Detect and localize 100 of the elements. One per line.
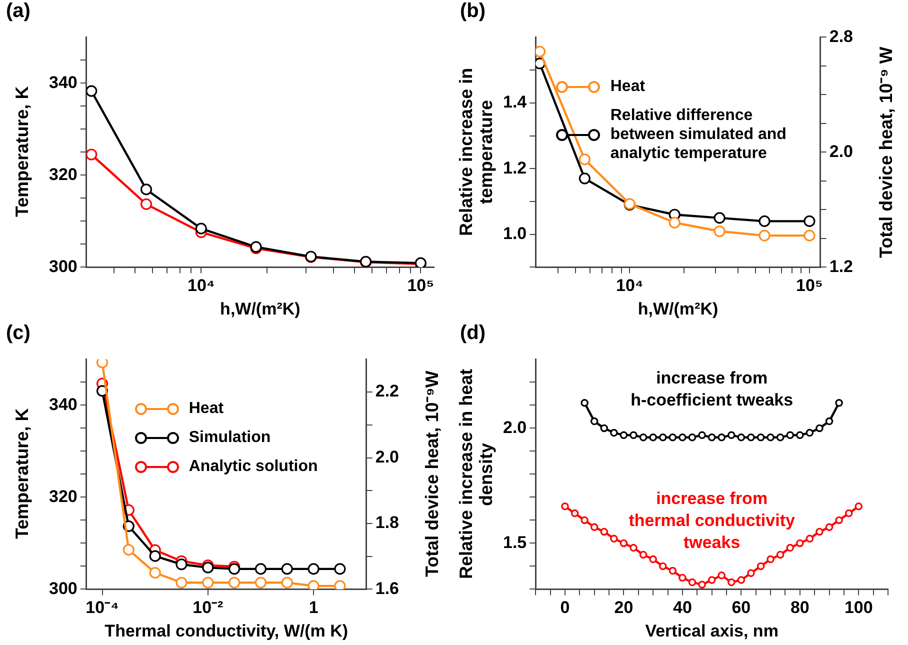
y-axis-title: Relative increase in temperature xyxy=(455,67,497,238)
point xyxy=(202,576,214,588)
point xyxy=(806,428,814,437)
point xyxy=(806,534,814,542)
y-tick-label: 340 xyxy=(48,394,78,414)
y2-axis-title: Total device heat, 10⁻⁹W xyxy=(421,370,443,580)
point xyxy=(786,431,794,439)
point xyxy=(578,172,590,184)
point xyxy=(728,431,736,439)
y-axis-title: Temperature, K xyxy=(11,408,33,542)
point xyxy=(766,434,774,442)
y2-tick-label: 1.8 xyxy=(375,513,400,532)
y-axis-title: Relative increase in heat density xyxy=(455,368,497,582)
point xyxy=(600,424,608,432)
point xyxy=(796,539,804,548)
x-tick-label: 10⁴ xyxy=(187,276,215,296)
point xyxy=(202,562,214,574)
point xyxy=(854,502,863,510)
point xyxy=(668,216,680,228)
point xyxy=(308,563,320,575)
y-tick-label: 1.0 xyxy=(502,224,527,244)
point xyxy=(718,572,726,580)
y2-tick-label: 2.0 xyxy=(375,447,400,466)
x-axis-title: Vertical axis, nm xyxy=(645,621,778,640)
point xyxy=(630,544,638,552)
y2-tick-label: 1.6 xyxy=(375,578,400,598)
x-tick-label: 20 xyxy=(614,598,634,618)
point xyxy=(649,434,657,442)
point xyxy=(308,580,320,590)
y2-tick-label: 1.2 xyxy=(829,256,854,276)
point xyxy=(649,555,657,564)
y2-axis-title: Total device heat, 10⁻⁹ W xyxy=(875,46,897,260)
point xyxy=(149,550,161,562)
point xyxy=(610,534,618,542)
point xyxy=(228,563,240,575)
point xyxy=(140,184,152,196)
y-tick-label: 340 xyxy=(48,72,78,92)
point xyxy=(580,399,588,407)
point xyxy=(728,578,736,586)
point xyxy=(228,576,240,588)
x-tick-label: 0 xyxy=(560,598,570,618)
point xyxy=(570,509,579,518)
x-tick-label: 100 xyxy=(844,598,873,618)
point xyxy=(334,563,346,575)
point xyxy=(96,359,108,368)
point xyxy=(688,578,696,586)
chart-title: (a) xyxy=(6,0,30,23)
point xyxy=(804,230,816,242)
point xyxy=(714,212,726,224)
point xyxy=(698,580,706,588)
x-tick-label: 60 xyxy=(732,598,751,618)
point xyxy=(254,576,267,588)
point xyxy=(786,544,794,552)
point xyxy=(825,523,834,531)
legend-label: Heat xyxy=(610,77,646,96)
x-axis-title: h,W/(m²K) xyxy=(220,299,300,318)
x-tick-label: 1 xyxy=(308,598,318,618)
point xyxy=(835,399,843,407)
point xyxy=(86,85,98,97)
series-label: increase from thermal conductivity tweaks xyxy=(628,489,796,552)
y2-tick-label: 2.2 xyxy=(375,382,400,401)
point xyxy=(195,222,207,234)
point xyxy=(600,528,608,536)
legend-label: Simulation xyxy=(188,428,271,448)
y-tick-label: 1.2 xyxy=(502,158,527,178)
point xyxy=(86,148,98,160)
point xyxy=(578,154,590,166)
point xyxy=(776,550,784,559)
point xyxy=(630,431,638,439)
x-tick-label: 10⁵ xyxy=(407,276,434,296)
legend-label: Analytic solution xyxy=(188,457,318,476)
point xyxy=(620,431,628,439)
point xyxy=(334,580,346,590)
point xyxy=(776,434,784,442)
point xyxy=(620,539,628,548)
chart-title: (c) xyxy=(6,322,30,345)
x-tick-label: 40 xyxy=(672,598,692,618)
x-axis-title: Thermal conductivity, W/(m K) xyxy=(104,621,348,640)
point xyxy=(281,576,293,588)
point xyxy=(825,417,834,426)
point xyxy=(610,428,618,437)
x-tick-label: 10⁵ xyxy=(796,276,823,296)
point xyxy=(281,563,293,575)
y-tick-label: 1.4 xyxy=(502,92,528,112)
point xyxy=(122,544,134,556)
point xyxy=(766,555,774,564)
point xyxy=(758,215,770,227)
chart-title: (d) xyxy=(460,322,486,345)
point xyxy=(714,225,726,238)
y-tick-label: 320 xyxy=(48,164,78,184)
y-tick-label: 300 xyxy=(48,578,78,598)
point xyxy=(804,215,816,227)
chart-title: (b) xyxy=(460,0,486,23)
y-axis-title: Temperature, K xyxy=(11,86,33,220)
point xyxy=(796,431,804,439)
point xyxy=(756,434,765,442)
point xyxy=(737,434,746,442)
point xyxy=(708,576,716,584)
point xyxy=(668,434,677,442)
point xyxy=(747,434,755,442)
